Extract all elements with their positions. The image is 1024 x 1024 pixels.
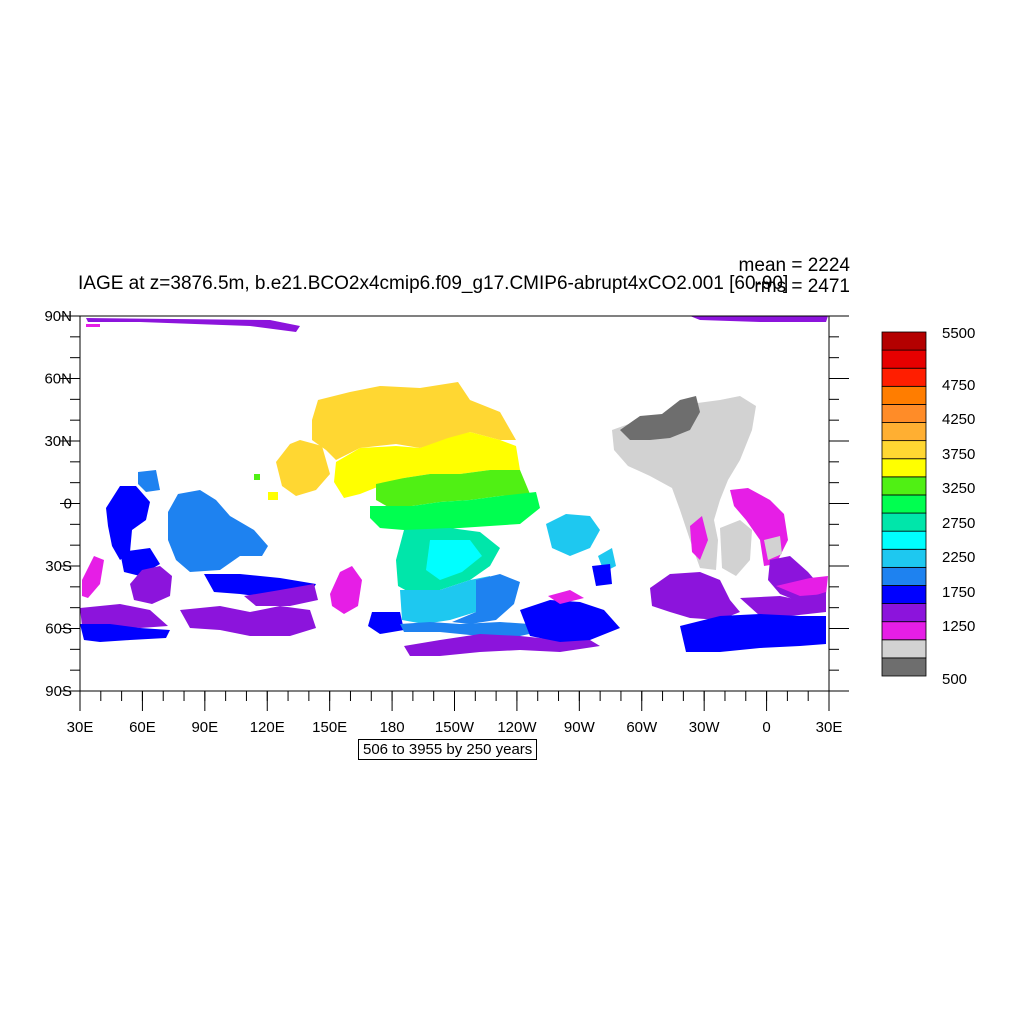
colorbar-swatch xyxy=(881,512,927,532)
lat-label: 90S xyxy=(45,683,72,700)
colorbar-swatch xyxy=(881,367,927,387)
pacific-midblue xyxy=(452,574,520,624)
plot-title: IAGE at z=3876.5m, b.e21.BCO2x4cmip6.f09… xyxy=(78,273,789,294)
southern-magenta-pacific xyxy=(548,590,584,604)
colorbar-swatch xyxy=(881,603,927,623)
lat-label: 60N xyxy=(44,371,72,388)
atlantic-magenta-south xyxy=(776,576,828,596)
lat-label: 90N xyxy=(44,308,72,325)
colorbar-label: 500 xyxy=(942,671,967,688)
southern-purple-3 xyxy=(244,584,318,606)
colorbar-swatch xyxy=(881,422,927,442)
arctic-magenta xyxy=(86,324,100,327)
colorbar-label: 4250 xyxy=(942,411,975,428)
colorbar xyxy=(881,331,927,677)
atlantic-purple-mid xyxy=(740,592,826,616)
magenta-west xyxy=(82,556,104,598)
north-pacific-gold xyxy=(312,382,516,460)
colorbar-label: 2750 xyxy=(942,515,975,532)
colorbar-swatch xyxy=(881,585,927,604)
colorbar-swatch xyxy=(881,639,927,659)
longitude-labels: 30E 60E 90E 120E 150E 180 150W 120W 90W 60W 30W 0 30… xyxy=(67,719,843,736)
atlantic-magenta-west xyxy=(690,516,708,560)
colorbar-swatch xyxy=(881,440,927,460)
lon-label: 90E xyxy=(191,719,218,736)
pacific-south-midblue xyxy=(400,622,548,636)
pacific-cyan xyxy=(426,540,482,580)
lime-dot xyxy=(254,474,260,480)
pacific-lime xyxy=(376,470,530,508)
lon-label: 120E xyxy=(250,719,285,736)
south-atlantic-purple xyxy=(650,572,740,620)
contour-info-box: 506 to 3955 by 250 years xyxy=(358,739,538,760)
indian-midblue xyxy=(168,490,268,572)
colorbar-swatch xyxy=(881,494,927,514)
southern-blue-west xyxy=(80,624,170,642)
lat-label: 30N xyxy=(44,433,72,450)
lon-label: 30W xyxy=(689,719,721,736)
colorbar-swatch xyxy=(881,621,927,641)
colorbar-swatch xyxy=(881,476,927,496)
colorbar-swatch xyxy=(881,385,927,405)
colorbar-swatch xyxy=(881,566,927,586)
southern-purple-2 xyxy=(180,606,316,636)
colorbar-swatch xyxy=(881,349,927,369)
lon-label: 30E xyxy=(816,719,843,736)
colorbar-label: 1250 xyxy=(942,618,975,635)
lat-label: 30S xyxy=(45,558,72,575)
colorbar-swatch xyxy=(881,530,927,550)
lon-label: 30E xyxy=(67,719,94,736)
lon-label: 180 xyxy=(380,719,405,736)
lon-label: 60E xyxy=(129,719,156,736)
colorbar-label: 5500 xyxy=(942,325,975,342)
lat-label: 60S xyxy=(45,621,72,638)
indian-midblue-small xyxy=(138,470,160,492)
gold-west-patch xyxy=(276,440,330,496)
indian-purple xyxy=(130,566,172,604)
colorbar-label: 3250 xyxy=(942,480,975,497)
colorbar-label: 2250 xyxy=(942,549,975,566)
magenta-pacific xyxy=(330,566,362,614)
lon-label: 150E xyxy=(312,719,347,736)
colorbar-label: 4750 xyxy=(942,377,975,394)
southern-blue-atlantic xyxy=(680,614,826,652)
colorbar-swatch xyxy=(881,458,927,478)
mean-label: mean = 2224 xyxy=(738,255,850,276)
lat-label: 0 xyxy=(64,496,72,513)
atlantic-gray-east xyxy=(764,536,782,560)
colorbar-swatch xyxy=(881,657,927,677)
atlantic-blue-small xyxy=(592,564,612,586)
rms-label: rms = 2471 xyxy=(754,276,850,297)
colorbar-swatch xyxy=(881,331,927,351)
lon-label: 0 xyxy=(762,719,770,736)
colorbar-swatch xyxy=(881,404,927,423)
southern-purple-1 xyxy=(80,604,168,628)
pacific-yellow xyxy=(334,432,520,498)
yellow-small xyxy=(268,492,278,500)
lon-label: 120W xyxy=(497,719,537,736)
lon-label: 60W xyxy=(626,719,658,736)
southern-blue-pacific xyxy=(520,600,620,642)
ocean-age-field xyxy=(80,316,828,656)
colorbar-swatch xyxy=(881,548,927,568)
atlantic-sky xyxy=(546,514,600,556)
pacific-green xyxy=(370,492,540,530)
arctic-purple-east xyxy=(690,316,828,322)
axis-ticks xyxy=(60,315,849,711)
lon-label: 90W xyxy=(564,719,596,736)
colorbar-labels: 5500 4750 4250 3750 3250 2750 2250 1750 1250 500 xyxy=(942,325,975,688)
pacific-sky xyxy=(400,576,494,624)
arctic-purple-west xyxy=(86,318,300,332)
colorbar-label: 3750 xyxy=(942,446,975,463)
pacific-south-blue xyxy=(368,612,404,634)
indian-blue-west xyxy=(106,486,150,560)
colorbar-label: 1750 xyxy=(942,584,975,601)
atlantic-gray-south xyxy=(720,520,752,576)
north-atlantic-dark xyxy=(620,396,700,440)
lon-label: 150W xyxy=(435,719,475,736)
latitude-labels: 90N 60N 30N 0 30S 60S 90S xyxy=(44,308,72,700)
